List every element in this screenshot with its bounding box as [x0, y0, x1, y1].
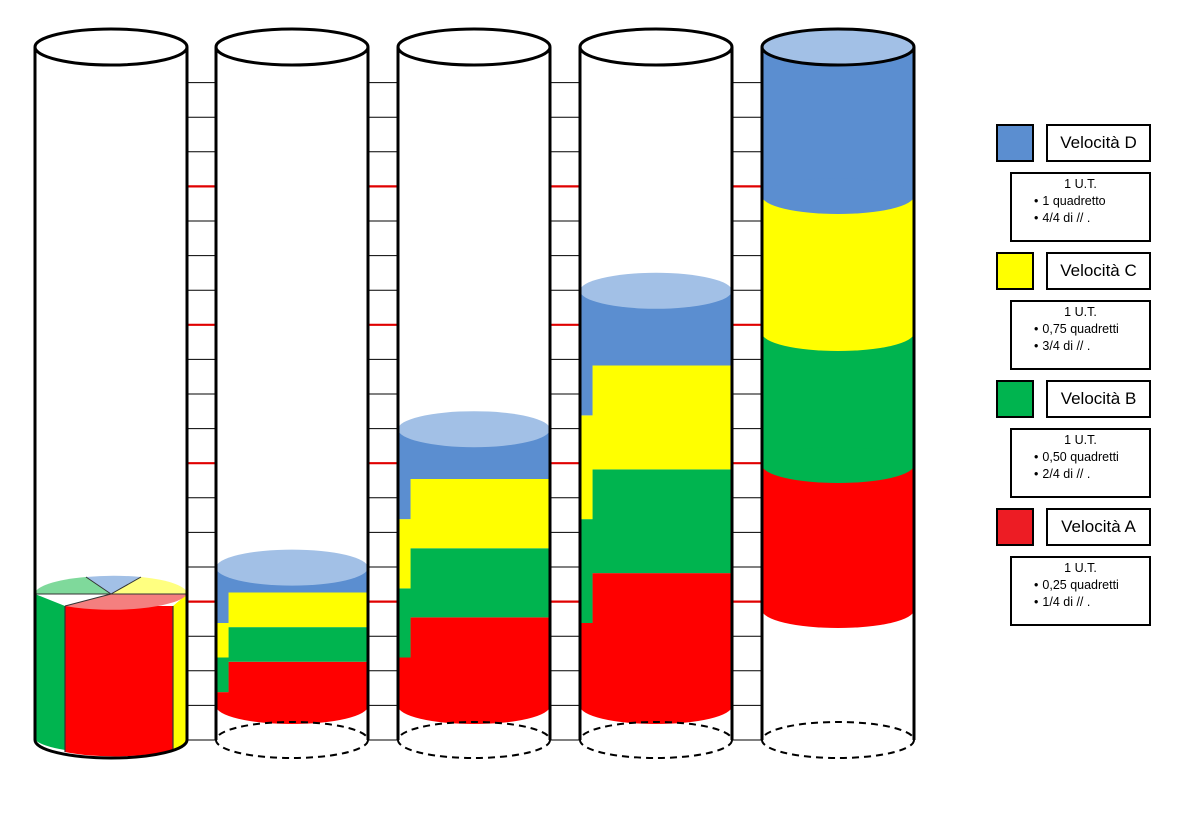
- band: [762, 465, 914, 610]
- stack-tube-3: [398, 429, 550, 724]
- band: [762, 333, 914, 465]
- band-blue: [580, 290, 732, 416]
- band-red: [580, 573, 732, 724]
- info-d-line1: 1 quadretto: [1012, 193, 1149, 210]
- pie-edge: [64, 593, 112, 607]
- info-d-line2: 4/4 di // .: [1012, 210, 1149, 227]
- legend-item-a: Velocità A 1 U.T. 0,25 quadretti 1/4 di …: [990, 504, 1165, 632]
- pie-cylinder: [35, 575, 188, 757]
- tube-rim: [578, 27, 734, 67]
- band-green: [580, 469, 732, 623]
- label-velocita-d: Velocità D: [1046, 124, 1151, 162]
- label-velocita-a: Velocità A: [1046, 508, 1151, 546]
- swatch-d: [996, 124, 1034, 162]
- swatch-b: [996, 380, 1034, 418]
- swatch-a: [996, 508, 1034, 546]
- info-c: 1 U.T. 0,75 quadretti 3/4 di // .: [1010, 300, 1151, 370]
- tube-outline: [33, 27, 189, 760]
- stack-tube-4: [580, 290, 732, 724]
- tube-outline: [214, 27, 370, 759]
- tube-rim: [760, 27, 916, 67]
- stack-top-ellipse: [580, 272, 732, 309]
- info-b-ut: 1 U.T.: [1064, 433, 1097, 447]
- pie-top-blue: [86, 575, 141, 594]
- legend-item-c: Velocità C 1 U.T. 0,75 quadretti 3/4 di …: [990, 248, 1165, 376]
- band-red: [216, 661, 368, 724]
- pie-top-yellow: [111, 577, 188, 594]
- band-bottom: [762, 315, 914, 351]
- band-green: [398, 548, 550, 658]
- band-bottom: [762, 178, 914, 214]
- tube-base-dashed: [761, 721, 915, 759]
- band-yellow: [216, 592, 368, 658]
- band-green: [216, 627, 368, 693]
- info-d: 1 U.T. 1 quadretto 4/4 di // .: [1010, 172, 1151, 242]
- tube-base-dashed: [397, 721, 551, 759]
- tube-outline: [578, 27, 734, 759]
- legend: Velocità D 1 U.T. 1 quadretto 4/4 di // …: [990, 120, 1165, 632]
- tube-base-dashed: [215, 721, 369, 759]
- info-c-line2: 3/4 di // .: [1012, 338, 1149, 355]
- info-c-ut: 1 U.T.: [1064, 305, 1097, 319]
- tube-rim: [33, 27, 189, 67]
- pie-green-side: [35, 594, 65, 750]
- stack-top-ellipse: [762, 29, 914, 65]
- info-a-line2: 1/4 di // .: [1012, 594, 1149, 611]
- info-b-line2: 2/4 di // .: [1012, 466, 1149, 483]
- stack-top-ellipse: [216, 549, 368, 586]
- band-red: [398, 617, 550, 724]
- tube-outline: [396, 27, 552, 759]
- band-yellow: [580, 365, 732, 520]
- pie-edge: [85, 576, 112, 595]
- pie-red-side: [65, 606, 173, 757]
- stack-tube-5: [762, 47, 914, 628]
- info-b: 1 U.T. 0,50 quadretti 2/4 di // .: [1010, 428, 1151, 498]
- label-velocita-c: Velocità C: [1046, 252, 1151, 290]
- pie-top-red: [65, 594, 187, 610]
- band-yellow: [398, 479, 550, 589]
- pie-edge: [110, 576, 142, 595]
- stack-tube-2: [216, 567, 368, 724]
- swatch-c: [996, 252, 1034, 290]
- band: [762, 47, 914, 196]
- band: [762, 196, 914, 333]
- band-blue: [398, 429, 550, 520]
- info-a-line1: 0,25 quadretti: [1012, 577, 1149, 594]
- info-c-line1: 0,75 quadretti: [1012, 321, 1149, 338]
- stack-top-ellipse: [398, 411, 550, 448]
- info-a-ut: 1 U.T.: [1064, 561, 1097, 575]
- info-d-ut: 1 U.T.: [1064, 177, 1097, 191]
- info-a: 1 U.T. 0,25 quadretti 1/4 di // .: [1010, 556, 1151, 626]
- tube-base: [33, 739, 189, 760]
- tube-rim: [396, 27, 552, 67]
- legend-item-d: Velocità D 1 U.T. 1 quadretto 4/4 di // …: [990, 120, 1165, 248]
- tube-base-dashed: [579, 721, 733, 759]
- band-bottom: [762, 447, 914, 483]
- tube-rim: [214, 27, 370, 67]
- tube-outline: [760, 27, 916, 759]
- pie-yellow-side: [173, 594, 187, 750]
- info-b-line1: 0,50 quadretti: [1012, 449, 1149, 466]
- legend-item-b: Velocità B 1 U.T. 0,50 quadretti 2/4 di …: [990, 376, 1165, 504]
- band-bottom: [762, 592, 914, 628]
- label-velocita-b: Velocità B: [1046, 380, 1151, 418]
